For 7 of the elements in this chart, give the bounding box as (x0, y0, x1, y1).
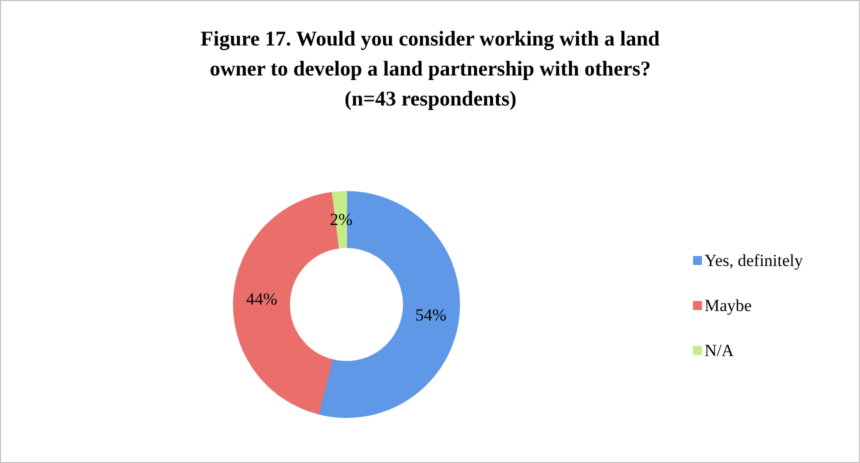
chart-title: Figure 17. Would you consider working with a land owner to develop a land partnership with others? (n=43 respondents) (200, 26, 660, 110)
data-label: 2% (330, 210, 353, 230)
legend-label: Maybe (704, 296, 752, 315)
data-label: 54% (415, 306, 446, 325)
legend-label: Yes, definitely (704, 251, 804, 270)
data-label: 44% (246, 290, 278, 309)
legend-label: N/A (704, 341, 734, 360)
